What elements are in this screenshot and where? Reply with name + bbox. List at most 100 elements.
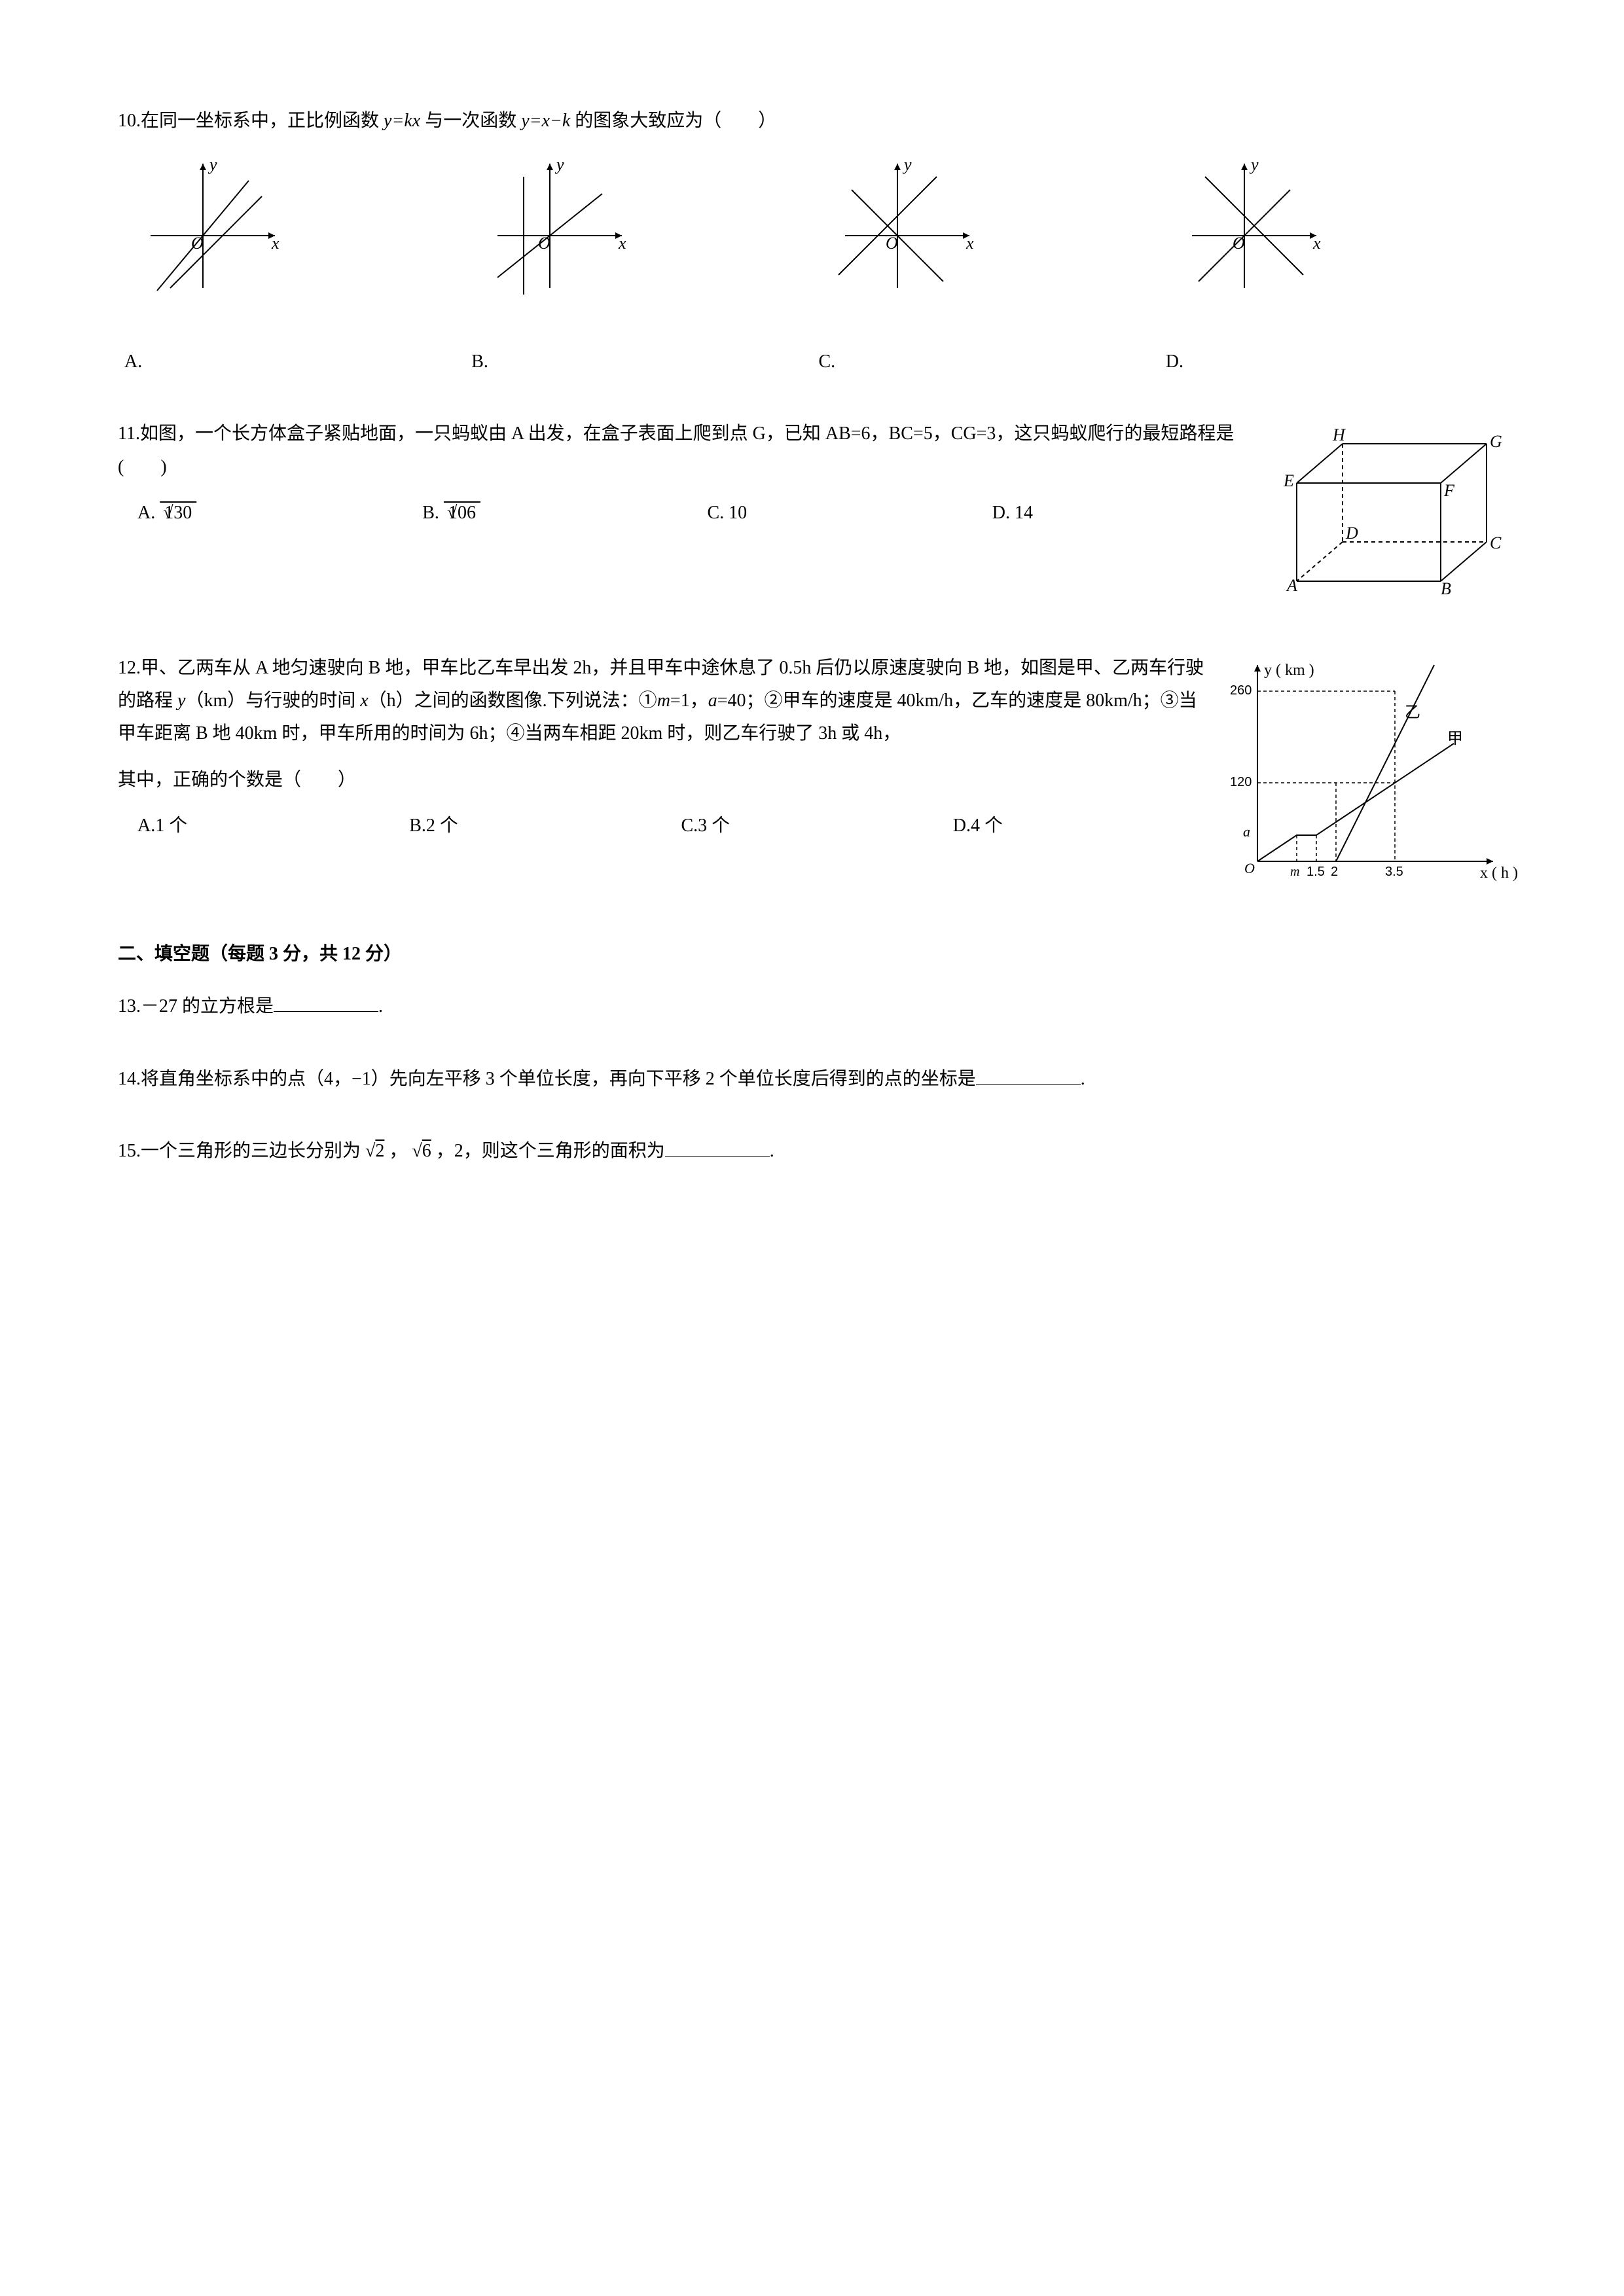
- q10-graphs-row: x y O A. x y O: [118, 151, 1506, 378]
- vertex-d: D: [1345, 524, 1358, 543]
- q10-graph-a: x y O A.: [118, 151, 465, 378]
- q15-c2: ，2，则这个三角形的面积为: [431, 1141, 665, 1161]
- q12-xt-2: 2: [1331, 865, 1338, 879]
- q12-xt-15: 1.5: [1307, 865, 1325, 879]
- q12-line-jia: 甲: [1447, 730, 1463, 747]
- q10-label-d: D.: [1159, 346, 1506, 378]
- q12-vm: m: [657, 691, 670, 711]
- vertex-g: G: [1490, 432, 1502, 451]
- q12-chart-svg: y ( km ) x ( h ) O 260 120 a m 1.5 2 3.5: [1218, 652, 1506, 888]
- q11-b-label: B.: [422, 503, 439, 523]
- q10-graph-d-svg: x y O: [1159, 151, 1356, 327]
- question-13: 13.－27 的立方根是.: [118, 990, 1506, 1023]
- q10-graph-c: x y O C.: [812, 151, 1159, 378]
- q10-graph-c-svg: x y O: [812, 151, 1009, 327]
- q11-opt-d: D. 14: [973, 497, 1257, 529]
- q10-graph-d: x y O D.: [1159, 151, 1506, 378]
- q14-num: 14.: [118, 1069, 141, 1089]
- q11-text-block: 11.如图，一个长方体盒子紧贴地面，一只蚂蚁由 A 出发，在盒子表面上爬到点 G…: [118, 418, 1257, 612]
- q12-ytick-120: 120: [1230, 775, 1252, 789]
- q10-t3: 的图象大致应为（ ）: [570, 111, 776, 131]
- q12-num: 12.: [118, 658, 141, 678]
- q10-graph-a-svg: x y O: [118, 151, 314, 327]
- q12-t2: （km）与行驶的时间: [185, 691, 360, 711]
- q15-period: .: [770, 1141, 774, 1161]
- q12-options: A.1 个 B.2 个 C.3 个 D.4 个: [118, 810, 1205, 842]
- q15-blank: [665, 1138, 770, 1157]
- q11-text: 如图，一个长方体盒子紧贴地面，一只蚂蚁由 A 出发，在盒子表面上爬到点 G，已知…: [118, 423, 1234, 476]
- q10-num: 10.: [118, 111, 141, 131]
- q10-eq1: y=kx: [384, 111, 420, 131]
- question-15: 15.一个三角形的三边长分别为 √2 ， √6 ，2，则这个三角形的面积为.: [118, 1135, 1506, 1168]
- q12-t3: （h）之间的函数图像.下列说法：①: [369, 691, 657, 711]
- question-10: 10.在同一坐标系中，正比例函数 y=kx 与一次函数 y=x−k 的图象大致应…: [118, 105, 1506, 378]
- q14-blank: [976, 1066, 1081, 1085]
- q12-stem: 12.甲、乙两车从 A 地匀速驶向 B 地，甲车比乙车早出发 2h，并且甲车中途…: [118, 652, 1205, 751]
- q15-c1: ，: [384, 1141, 407, 1161]
- question-11: 11.如图，一个长方体盒子紧贴地面，一只蚂蚁由 A 出发，在盒子表面上爬到点 G…: [118, 418, 1506, 612]
- svg-text:x: x: [1312, 234, 1321, 253]
- q11-options: A. 130 √ B. 106 √ C. 10 D. 14: [118, 497, 1257, 529]
- svg-text:y: y: [1249, 155, 1259, 174]
- q12-va: a: [708, 691, 717, 711]
- q10-t1: 在同一坐标系中，正比例函数: [141, 111, 384, 131]
- q10-stem: 10.在同一坐标系中，正比例函数 y=kx 与一次函数 y=x−k 的图象大致应…: [118, 105, 1506, 137]
- q12-opt-c: C.3 个: [662, 810, 933, 842]
- q12-opt-b: B.2 个: [389, 810, 661, 842]
- q12-vx: x: [360, 691, 368, 711]
- vertex-f: F: [1443, 481, 1455, 500]
- q15-t1: 一个三角形的三边长分别为: [141, 1141, 361, 1161]
- question-12: 12.甲、乙两车从 A 地匀速驶向 B 地，甲车比乙车早出发 2h，并且甲车中途…: [118, 652, 1506, 899]
- q13-period: .: [378, 996, 383, 1016]
- svg-text:y: y: [208, 155, 217, 174]
- q11-box-svg: A B C D E F G H: [1271, 418, 1506, 601]
- q11-num: 11.: [118, 423, 140, 444]
- q12-opt-a: A.1 个: [118, 810, 389, 842]
- q14-text: 将直角坐标系中的点（4，−1）先向左平移 3 个单位长度，再向下平移 2 个单位…: [141, 1069, 976, 1089]
- vertex-h: H: [1332, 425, 1346, 444]
- q14-period: .: [1081, 1069, 1085, 1089]
- svg-text:O: O: [886, 234, 898, 253]
- q11-figure: A B C D E F G H: [1271, 418, 1506, 612]
- vertex-a: A: [1286, 576, 1297, 595]
- vertex-c: C: [1490, 533, 1502, 552]
- q12-xt-m: m: [1290, 865, 1299, 879]
- q12-x-label: x ( h ): [1480, 865, 1518, 882]
- q10-label-b: B.: [465, 346, 812, 378]
- q11-opt-c: C. 10: [688, 497, 973, 529]
- q11-stem: 11.如图，一个长方体盒子紧贴地面，一只蚂蚁由 A 出发，在盒子表面上爬到点 G…: [118, 418, 1257, 484]
- question-14: 14.将直角坐标系中的点（4，−1）先向左平移 3 个单位长度，再向下平移 2 …: [118, 1063, 1506, 1096]
- q10-label-a: A.: [118, 346, 465, 378]
- q13-blank: [274, 993, 378, 1012]
- q12-xt-35: 3.5: [1385, 865, 1403, 879]
- q13-text: －27 的立方根是: [141, 996, 274, 1016]
- svg-text:y: y: [554, 155, 564, 174]
- q12-figure: y ( km ) x ( h ) O 260 120 a m 1.5 2 3.5: [1218, 652, 1506, 899]
- q12-ytick-260: 260: [1230, 683, 1252, 698]
- q12-eqm: =1，: [670, 691, 708, 711]
- vertex-e: E: [1283, 471, 1294, 490]
- q12-opt-d: D.4 个: [933, 810, 1205, 842]
- q12-text-block: 12.甲、乙两车从 A 地匀速驶向 B 地，甲车比乙车早出发 2h，并且甲车中途…: [118, 652, 1205, 899]
- q15-num: 15.: [118, 1141, 141, 1161]
- q11-opt-b: B. 106 √: [403, 497, 687, 529]
- q15-s2: √6: [412, 1141, 431, 1161]
- q10-graph-b-svg: x y O: [465, 151, 661, 327]
- q12-origin: O: [1244, 860, 1255, 876]
- svg-text:x: x: [618, 234, 626, 253]
- q10-eq2: y=x−k: [521, 111, 570, 131]
- vertex-b: B: [1441, 579, 1451, 598]
- q11-opt-a: A. 130 √: [118, 497, 403, 529]
- q10-label-c: C.: [812, 346, 1159, 378]
- q10-t2: 与一次函数: [420, 111, 521, 131]
- q12-vy: y: [177, 691, 185, 711]
- svg-text:x: x: [271, 234, 280, 253]
- q12-a-label: a: [1243, 823, 1250, 840]
- q10-graph-b: x y O B.: [465, 151, 812, 378]
- section-2-title: 二、填空题（每题 3 分，共 12 分）: [118, 938, 1506, 971]
- q12-y-label: y ( km ): [1264, 662, 1314, 679]
- q12-line-yi: 乙: [1405, 704, 1420, 721]
- q15-s1: √2: [365, 1141, 384, 1161]
- q12-stem2: 其中，正确的个数是（ ）: [118, 764, 1205, 797]
- q11-a-label: A.: [137, 503, 155, 523]
